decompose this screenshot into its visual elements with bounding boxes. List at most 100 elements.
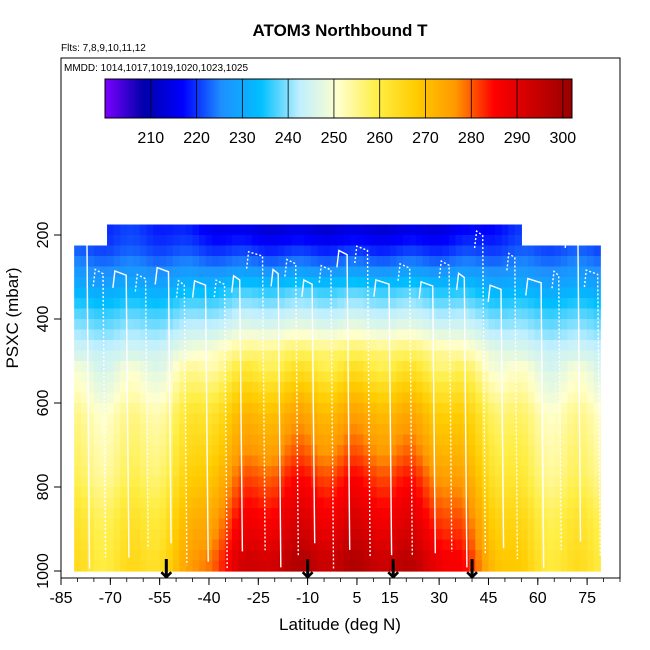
heatmap-cell — [363, 235, 371, 247]
heatmap-cell — [324, 455, 332, 467]
heatmap-cell — [356, 560, 365, 572]
heatmap-cell — [179, 539, 187, 551]
heatmap-cell — [172, 266, 180, 278]
heatmap-cell — [356, 508, 365, 520]
heatmap-cell — [554, 497, 562, 509]
heatmap-cell — [429, 497, 437, 509]
heatmap-cell — [587, 298, 595, 310]
heatmap-cell — [74, 434, 82, 446]
heatmap-cell — [455, 308, 463, 320]
heatmap-cell — [324, 319, 332, 331]
heatmap-cell — [429, 235, 437, 247]
heatmap-cell — [560, 340, 568, 352]
heatmap-cell — [534, 413, 542, 425]
heatmap-cell — [416, 403, 424, 415]
heatmap-cell — [120, 277, 128, 289]
heatmap-cell — [231, 539, 240, 551]
heatmap-cell — [455, 350, 463, 362]
heatmap-cell — [462, 550, 470, 562]
heatmap-cell — [435, 455, 444, 467]
heatmap-cell — [113, 277, 121, 289]
heatmap-cell — [534, 466, 542, 478]
heatmap-cell — [337, 445, 345, 457]
heatmap-cell — [258, 392, 266, 404]
heatmap-cell — [330, 560, 338, 572]
heatmap-cell — [192, 539, 200, 551]
heatmap-cell — [304, 529, 312, 541]
heatmap-cell — [455, 497, 463, 509]
heatmap-cell — [139, 550, 148, 562]
heatmap-cell — [343, 529, 351, 541]
heatmap-cell — [258, 445, 266, 457]
heatmap-cell — [521, 476, 529, 488]
heatmap-cell — [560, 329, 568, 341]
heatmap-cell — [573, 277, 582, 289]
heatmap-cell — [324, 382, 332, 394]
heatmap-cell — [554, 245, 562, 257]
heatmap-cell — [264, 277, 273, 289]
heatmap-cell — [133, 329, 141, 341]
heatmap-cell — [541, 319, 549, 331]
heatmap-cell — [278, 403, 286, 415]
heatmap-cell — [455, 560, 463, 572]
heatmap-cell — [429, 277, 437, 289]
heatmap-cell — [514, 256, 522, 268]
heatmap-cell — [442, 224, 450, 236]
heatmap-cell — [179, 277, 187, 289]
heatmap-cell — [383, 308, 391, 320]
heatmap-cell — [501, 308, 509, 320]
heatmap-cell — [146, 287, 154, 299]
heatmap-cell — [593, 340, 601, 352]
heatmap-cell — [192, 277, 200, 289]
heatmap-cell — [212, 455, 220, 467]
heatmap-cell — [100, 487, 108, 499]
heatmap-cell — [153, 455, 161, 467]
heatmap-cell — [396, 277, 404, 289]
heatmap-cell — [153, 382, 161, 394]
heatmap-cell — [87, 550, 95, 562]
heatmap-cell — [508, 466, 516, 478]
heatmap-cell — [297, 497, 305, 509]
heatmap-cell — [435, 224, 444, 236]
heatmap-cell — [225, 287, 233, 299]
heatmap-cell — [264, 476, 273, 488]
heatmap-cell — [475, 466, 483, 478]
heatmap-cell — [192, 476, 200, 488]
heatmap-cell — [389, 560, 397, 572]
heatmap-cell — [402, 424, 411, 436]
heatmap-cell — [402, 277, 411, 289]
heatmap-cell — [107, 455, 115, 467]
heatmap-cell — [442, 434, 450, 446]
heatmap-cell — [455, 424, 463, 436]
heatmap-cell — [179, 350, 187, 362]
heatmap-cell — [383, 256, 391, 268]
heatmap-cell — [113, 424, 121, 436]
heatmap-cell — [383, 361, 391, 373]
heatmap-cell — [402, 518, 411, 530]
heatmap-cell — [422, 487, 430, 499]
heatmap-cell — [107, 487, 115, 499]
heatmap-cell — [573, 340, 582, 352]
heatmap-cell — [402, 350, 411, 362]
heatmap-cell — [383, 497, 391, 509]
heatmap-cell — [146, 224, 154, 236]
heatmap-cell — [567, 392, 575, 404]
heatmap-cell — [185, 277, 194, 289]
heatmap-cell — [337, 319, 345, 331]
heatmap-cell — [587, 487, 595, 499]
ascent-marker--53: ↓ — [155, 555, 177, 585]
heatmap-cell — [284, 340, 292, 352]
heatmap-cell — [593, 487, 601, 499]
heatmap-cell — [159, 245, 167, 257]
heatmap-cell — [554, 403, 562, 415]
heatmap-cell — [442, 455, 450, 467]
heatmap-cell — [284, 550, 292, 562]
heatmap-cell — [172, 256, 180, 268]
heatmap-cell — [133, 403, 141, 415]
heatmap-cell — [218, 319, 227, 331]
heatmap-cell — [251, 539, 259, 551]
heatmap-cell — [113, 434, 121, 446]
heatmap-cell — [481, 560, 490, 572]
heatmap-cell — [455, 371, 463, 383]
heatmap-cell — [264, 539, 273, 551]
